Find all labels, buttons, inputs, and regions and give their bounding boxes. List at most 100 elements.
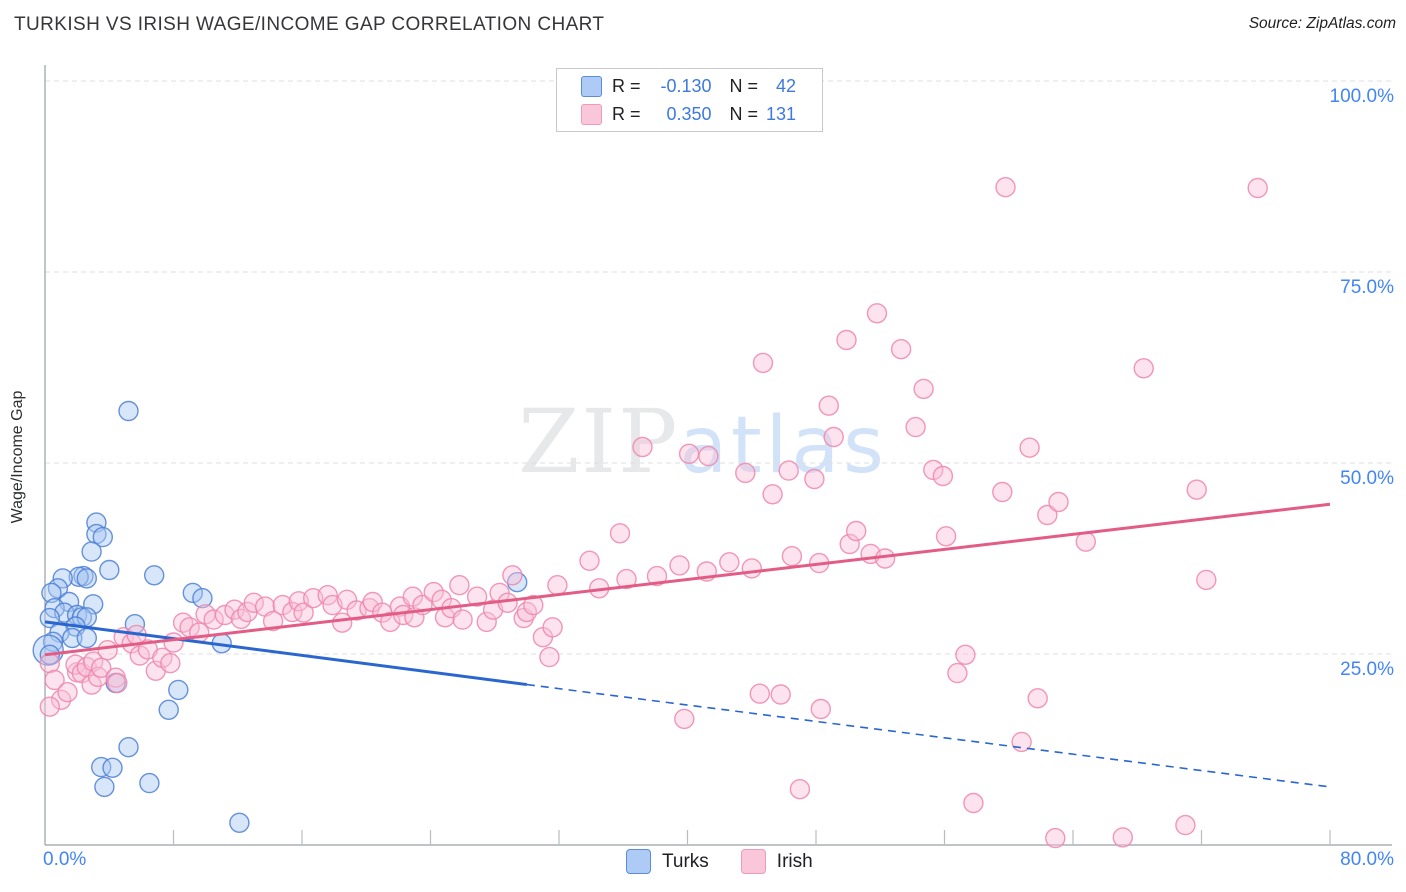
irish-point bbox=[97, 640, 118, 661]
turks-point bbox=[118, 737, 139, 758]
irish-point bbox=[1196, 569, 1217, 591]
irish-point bbox=[1175, 814, 1196, 836]
irish-point bbox=[719, 552, 740, 573]
irish-point bbox=[1186, 479, 1207, 500]
irish-point bbox=[810, 698, 831, 720]
turks-point bbox=[76, 627, 98, 649]
turks-point bbox=[102, 757, 123, 778]
irish-point bbox=[818, 395, 839, 416]
n-label: N = bbox=[729, 103, 759, 124]
irish-point bbox=[646, 565, 668, 587]
irish-point bbox=[423, 581, 444, 603]
irish-point bbox=[1037, 504, 1058, 526]
irish-point bbox=[579, 550, 600, 571]
turks-point bbox=[99, 559, 120, 581]
turks-point bbox=[139, 772, 160, 794]
turks-point bbox=[42, 631, 64, 652]
turks-trend-dashed bbox=[526, 683, 1331, 788]
irish-point bbox=[890, 339, 912, 360]
n-label: N = bbox=[729, 75, 759, 96]
irish-point bbox=[160, 653, 181, 674]
turks-point bbox=[90, 756, 112, 778]
turks-legend-swatch-icon bbox=[626, 849, 651, 874]
turks-point bbox=[143, 565, 165, 586]
irish-point bbox=[523, 594, 544, 616]
irish-legend-swatch-icon bbox=[740, 849, 766, 874]
turks-point bbox=[182, 582, 204, 604]
irish-point bbox=[57, 682, 78, 703]
irish-point bbox=[39, 696, 60, 717]
irish-point bbox=[547, 575, 568, 596]
y-tick-label-25: 25.0% bbox=[1340, 659, 1394, 680]
irish-point bbox=[770, 684, 791, 705]
irish-point bbox=[1019, 437, 1040, 458]
irish-point bbox=[1045, 827, 1066, 849]
r-label: R = bbox=[612, 75, 641, 96]
turks-point bbox=[192, 588, 213, 609]
turks-point bbox=[41, 582, 62, 604]
correlation-legend: R = -0.130 N = 42 R = 0.350 N = 131 bbox=[556, 68, 823, 132]
turks-point bbox=[94, 776, 115, 798]
irish-point bbox=[674, 708, 695, 730]
irish-point bbox=[823, 426, 844, 448]
irish-point bbox=[317, 585, 338, 606]
irish-point bbox=[932, 465, 954, 487]
irish-r-value: 0.350 bbox=[666, 103, 712, 124]
turks-point bbox=[62, 627, 83, 649]
irish-swatch-icon bbox=[581, 103, 602, 125]
turks-point bbox=[158, 699, 179, 720]
r-label: R = bbox=[612, 103, 641, 124]
source-attribution: Source: ZipAtlas.com bbox=[1248, 15, 1396, 32]
turks-legend-label: Turks bbox=[662, 850, 709, 872]
irish-point bbox=[735, 462, 756, 484]
y-axis-title: Wage/Income Gap bbox=[9, 390, 26, 524]
irish-point bbox=[752, 352, 774, 374]
irish-point bbox=[846, 520, 867, 542]
irish-point bbox=[698, 445, 719, 467]
irish-point bbox=[1027, 688, 1048, 709]
watermark-atlas-text: atlas bbox=[679, 401, 888, 491]
x-tick-label-max: 80.0% bbox=[1340, 849, 1394, 870]
y-tick-label-100: 100.0% bbox=[1329, 86, 1394, 107]
irish-point bbox=[243, 592, 265, 613]
turks-r-value: -0.130 bbox=[660, 75, 712, 96]
irish-point bbox=[789, 779, 811, 800]
turks-point bbox=[92, 526, 114, 548]
irish-point bbox=[542, 617, 563, 638]
irish-point bbox=[905, 416, 926, 438]
irish-point bbox=[1048, 491, 1069, 513]
irish-point bbox=[214, 604, 236, 626]
irish-point bbox=[963, 792, 984, 814]
turks-point bbox=[76, 568, 98, 589]
irish-n-value: 131 bbox=[766, 103, 797, 124]
turks-trend-solid bbox=[44, 620, 528, 687]
irish-point bbox=[935, 526, 957, 547]
irish-point bbox=[293, 602, 314, 623]
irish-point bbox=[163, 632, 184, 653]
irish-point bbox=[669, 555, 690, 576]
x-tick-label-min: 0.0% bbox=[43, 849, 87, 870]
irish-trend-solid bbox=[44, 502, 1331, 657]
turks-point bbox=[81, 541, 102, 562]
irish-point bbox=[804, 468, 825, 490]
irish-point bbox=[741, 558, 762, 579]
irish-legend-label: Irish bbox=[776, 850, 813, 872]
irish-point bbox=[107, 672, 128, 694]
turks-point bbox=[118, 400, 139, 422]
irish-point bbox=[749, 683, 770, 704]
irish-point bbox=[632, 436, 653, 458]
irish-point bbox=[947, 662, 968, 684]
irish-point bbox=[1247, 177, 1268, 199]
irish-point bbox=[466, 586, 488, 607]
irish-point bbox=[452, 609, 473, 630]
irish-point bbox=[995, 176, 1016, 198]
turks-point bbox=[82, 594, 104, 615]
irish-point bbox=[476, 611, 497, 633]
irish-point bbox=[913, 378, 934, 400]
page-title: TURKISH VS IRISH WAGE/INCOME GAP CORRELA… bbox=[14, 14, 605, 35]
turks-point bbox=[52, 568, 73, 589]
irish-point bbox=[1112, 827, 1134, 848]
y-tick-label-50: 50.0% bbox=[1340, 468, 1394, 489]
irish-point bbox=[839, 533, 860, 555]
